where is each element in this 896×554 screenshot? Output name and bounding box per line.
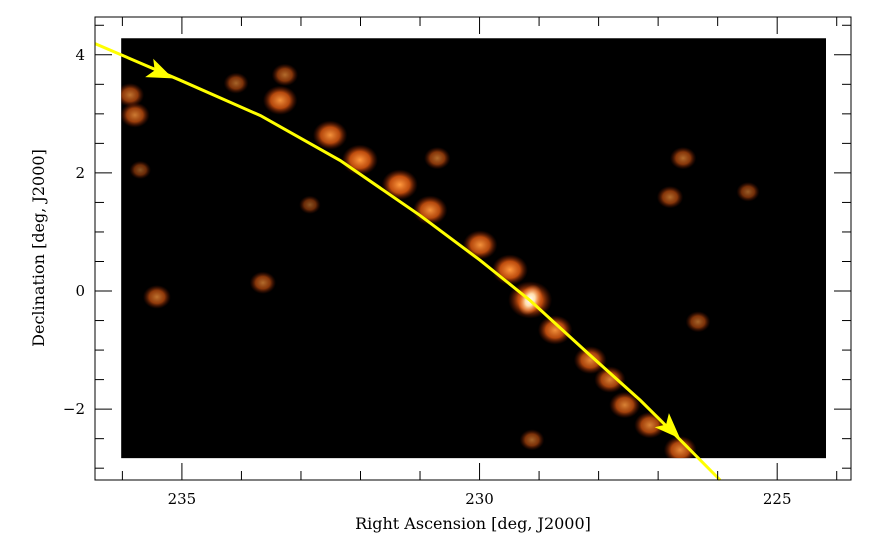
y-axis-label: Declination [deg, J2000] bbox=[29, 149, 48, 347]
density-blob bbox=[685, 311, 711, 333]
axis-ticks bbox=[95, 17, 851, 480]
density-blob bbox=[341, 144, 378, 176]
density-blob bbox=[424, 146, 451, 170]
orbit-track bbox=[94, 42, 722, 482]
density-blob bbox=[121, 102, 150, 128]
density-blob bbox=[262, 85, 298, 115]
density-blob bbox=[656, 185, 684, 209]
density-blob bbox=[312, 120, 348, 150]
density-blob bbox=[223, 72, 249, 94]
density-blob bbox=[129, 160, 152, 180]
density-blob bbox=[663, 435, 697, 459]
density-blob bbox=[121, 83, 145, 107]
x-axis-label: Right Ascension [deg, J2000] bbox=[355, 514, 591, 533]
density-blob bbox=[299, 195, 321, 214]
x-tick-label: 235 bbox=[168, 490, 197, 508]
density-blob bbox=[573, 346, 607, 375]
track-arrow-icon bbox=[654, 413, 681, 439]
density-blob bbox=[736, 181, 760, 202]
y-tick-label: 2 bbox=[75, 164, 85, 182]
y-tick-label: −2 bbox=[63, 400, 85, 418]
density-blob bbox=[381, 169, 418, 201]
plot-frame bbox=[94, 16, 852, 481]
x-tick-labels: 235 230 225 bbox=[168, 490, 792, 508]
y-tick-labels: 4 2 0 −2 bbox=[63, 46, 85, 418]
y-tick-label: 4 bbox=[75, 46, 85, 64]
track-arrow-icon bbox=[145, 58, 173, 79]
track-line bbox=[94, 42, 722, 482]
density-blob bbox=[519, 429, 545, 451]
density-blob bbox=[594, 366, 626, 393]
density-blob bbox=[491, 254, 528, 286]
y-tick-label: 0 bbox=[75, 282, 85, 300]
density-blob bbox=[271, 63, 299, 87]
density-blob bbox=[412, 195, 448, 225]
density-blob bbox=[142, 285, 171, 309]
density-blob bbox=[462, 230, 498, 260]
density-blob bbox=[537, 315, 573, 345]
x-tick-label: 230 bbox=[465, 490, 494, 508]
x-tick-label: 225 bbox=[763, 490, 792, 508]
density-blob bbox=[609, 391, 641, 419]
density-blob bbox=[249, 271, 277, 294]
density-blob bbox=[669, 146, 697, 170]
density-blob bbox=[634, 411, 666, 439]
